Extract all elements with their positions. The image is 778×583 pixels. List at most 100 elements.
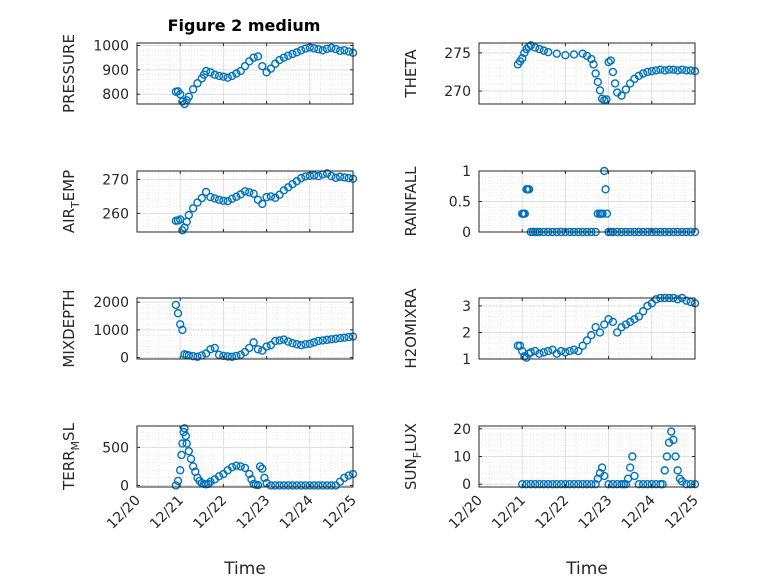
data-point <box>518 54 527 63</box>
data-point <box>617 91 626 100</box>
data-point <box>284 337 293 346</box>
data-point <box>201 66 211 76</box>
data-point <box>279 481 289 490</box>
data-point <box>643 480 652 489</box>
data-point <box>305 481 314 490</box>
data-point <box>331 44 340 54</box>
data-point <box>671 452 680 461</box>
data-point <box>526 348 536 357</box>
data-point <box>574 480 583 489</box>
data-point <box>340 173 349 182</box>
x-tick-label: 12/20 <box>104 493 144 533</box>
data-point <box>647 480 656 489</box>
data-point <box>621 320 631 329</box>
data-point <box>682 66 691 75</box>
data-point <box>344 173 353 183</box>
data-point <box>520 209 529 218</box>
data-point <box>177 450 186 460</box>
data-point <box>335 334 345 343</box>
data-point <box>638 307 648 316</box>
x-tick-label: 12/22 <box>190 493 230 533</box>
data-point <box>262 192 271 202</box>
data-point <box>548 480 557 489</box>
data-point <box>184 446 194 456</box>
y-axis-label: RAINFALL <box>402 166 420 237</box>
data-point <box>275 55 284 65</box>
data-point <box>591 69 600 78</box>
data-point <box>227 71 237 81</box>
data-point <box>206 68 215 77</box>
data-point <box>178 439 187 448</box>
data-point <box>682 480 691 489</box>
x-axis-label: Time <box>565 559 608 579</box>
data-point <box>595 328 605 337</box>
data-point <box>232 69 241 78</box>
data-point <box>604 480 613 489</box>
data-point <box>214 195 224 205</box>
data-point <box>223 73 232 82</box>
data-point <box>669 65 678 74</box>
y-tick-label: 270 <box>444 84 471 100</box>
x-tick-label: 12/21 <box>147 493 187 533</box>
y-axis-label: SUNFLUX <box>402 423 424 490</box>
y-tick-label: 2000 <box>93 295 129 311</box>
data-point <box>578 480 587 489</box>
data-point <box>582 480 592 489</box>
data-point <box>296 46 306 55</box>
data-series <box>518 427 700 489</box>
y-tick-label: 1000 <box>93 323 129 339</box>
data-point <box>193 352 202 361</box>
y-tick-label: 2 <box>462 325 471 341</box>
data-point <box>608 67 618 77</box>
subplot-2: 270 275 THETA <box>402 41 700 105</box>
data-point <box>186 454 196 463</box>
data-point <box>219 196 228 206</box>
data-point <box>673 466 682 475</box>
y-axis-label: THETA <box>402 49 420 99</box>
y-axis-label: PRESSURE <box>60 34 78 113</box>
data-point <box>595 86 605 95</box>
data-point <box>340 46 349 55</box>
data-point <box>314 481 323 490</box>
data-point <box>266 64 276 73</box>
data-point <box>206 477 215 486</box>
data-point <box>673 295 682 304</box>
x-tick-label: 12/21 <box>489 493 529 533</box>
data-point <box>271 481 280 490</box>
data-point <box>258 61 267 71</box>
data-point <box>543 480 553 489</box>
data-point <box>515 341 525 350</box>
data-point <box>296 481 306 490</box>
subplot-3: 260 270 AIRTEMP <box>60 169 358 235</box>
data-point <box>232 192 241 201</box>
data-point <box>569 50 579 59</box>
data-point <box>210 70 219 79</box>
data-point <box>180 424 189 433</box>
data-point <box>543 47 553 57</box>
data-point <box>578 341 587 350</box>
data-point <box>262 342 271 351</box>
data-point <box>188 462 198 471</box>
data-point <box>322 481 332 490</box>
data-point <box>247 475 256 484</box>
data-point <box>296 173 306 183</box>
data-point <box>530 480 540 489</box>
data-point <box>626 317 635 327</box>
data-point <box>522 480 531 489</box>
data-point <box>344 471 353 480</box>
figure-title: Figure 2 medium <box>168 16 321 35</box>
y-tick-label: 0 <box>120 478 129 494</box>
data-point <box>309 171 319 180</box>
data-point <box>182 439 191 448</box>
x-tick-label: 12/24 <box>277 492 317 532</box>
data-series <box>171 424 358 490</box>
y-tick-label: 500 <box>102 440 129 456</box>
data-point <box>597 463 607 472</box>
data-point <box>587 54 596 64</box>
data-point <box>569 345 579 354</box>
data-point <box>206 192 215 202</box>
x-tick-label: 12/22 <box>532 493 572 533</box>
data-point <box>327 171 336 181</box>
data-point <box>309 44 319 53</box>
axes-box <box>136 170 354 233</box>
